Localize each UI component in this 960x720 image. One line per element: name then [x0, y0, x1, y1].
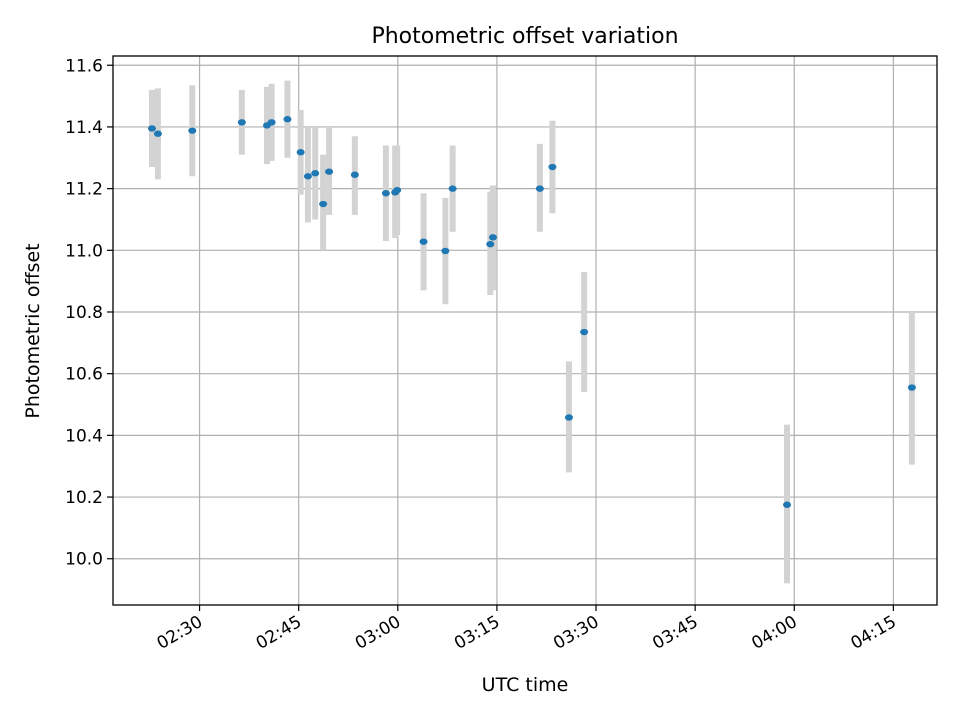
- y-tick-label: 11.6: [65, 56, 103, 76]
- data-point: [535, 185, 544, 192]
- data-point: [237, 119, 246, 126]
- data-point: [311, 170, 320, 177]
- y-tick-label: 11.0: [65, 241, 103, 261]
- data-point: [419, 238, 428, 245]
- gridlines: [113, 56, 937, 605]
- x-axis-label: UTC time: [482, 674, 569, 696]
- y-tick-label: 11.2: [65, 180, 103, 200]
- data-point: [319, 200, 328, 208]
- y-axis-ticks: 10.0 10.2 10.4 10.6 10.8 11.0 11.2 11.4 11.6: [65, 56, 113, 570]
- data-points: [147, 116, 916, 508]
- data-point: [907, 384, 916, 391]
- y-tick-label: 11.4: [65, 118, 103, 138]
- data-point: [441, 247, 450, 255]
- data-point: [267, 119, 276, 126]
- data-point: [393, 186, 402, 194]
- data-point: [296, 149, 305, 156]
- data-point: [488, 234, 497, 241]
- data-point: [448, 185, 457, 192]
- data-point: [303, 173, 312, 180]
- y-tick-label: 10.6: [65, 365, 103, 385]
- data-point: [381, 190, 390, 197]
- data-point: [548, 163, 557, 171]
- plot-frame: [112, 55, 938, 606]
- chart-title: Photometric offset variation: [371, 24, 678, 49]
- y-tick-label: 10.8: [65, 303, 103, 323]
- data-point: [564, 414, 573, 421]
- data-point: [283, 116, 292, 123]
- data-point: [153, 130, 162, 137]
- y-tick-label: 10.4: [65, 426, 103, 446]
- data-point: [188, 127, 197, 134]
- y-tick-label: 10.0: [65, 550, 103, 570]
- data-point: [350, 171, 359, 178]
- y-tick-label: 10.2: [65, 488, 103, 508]
- data-point: [147, 125, 156, 132]
- data-point: [783, 501, 792, 508]
- data-point: [580, 328, 589, 336]
- data-point: [486, 240, 495, 248]
- y-axis-label: Photometric offset: [22, 243, 44, 418]
- data-point: [325, 168, 334, 175]
